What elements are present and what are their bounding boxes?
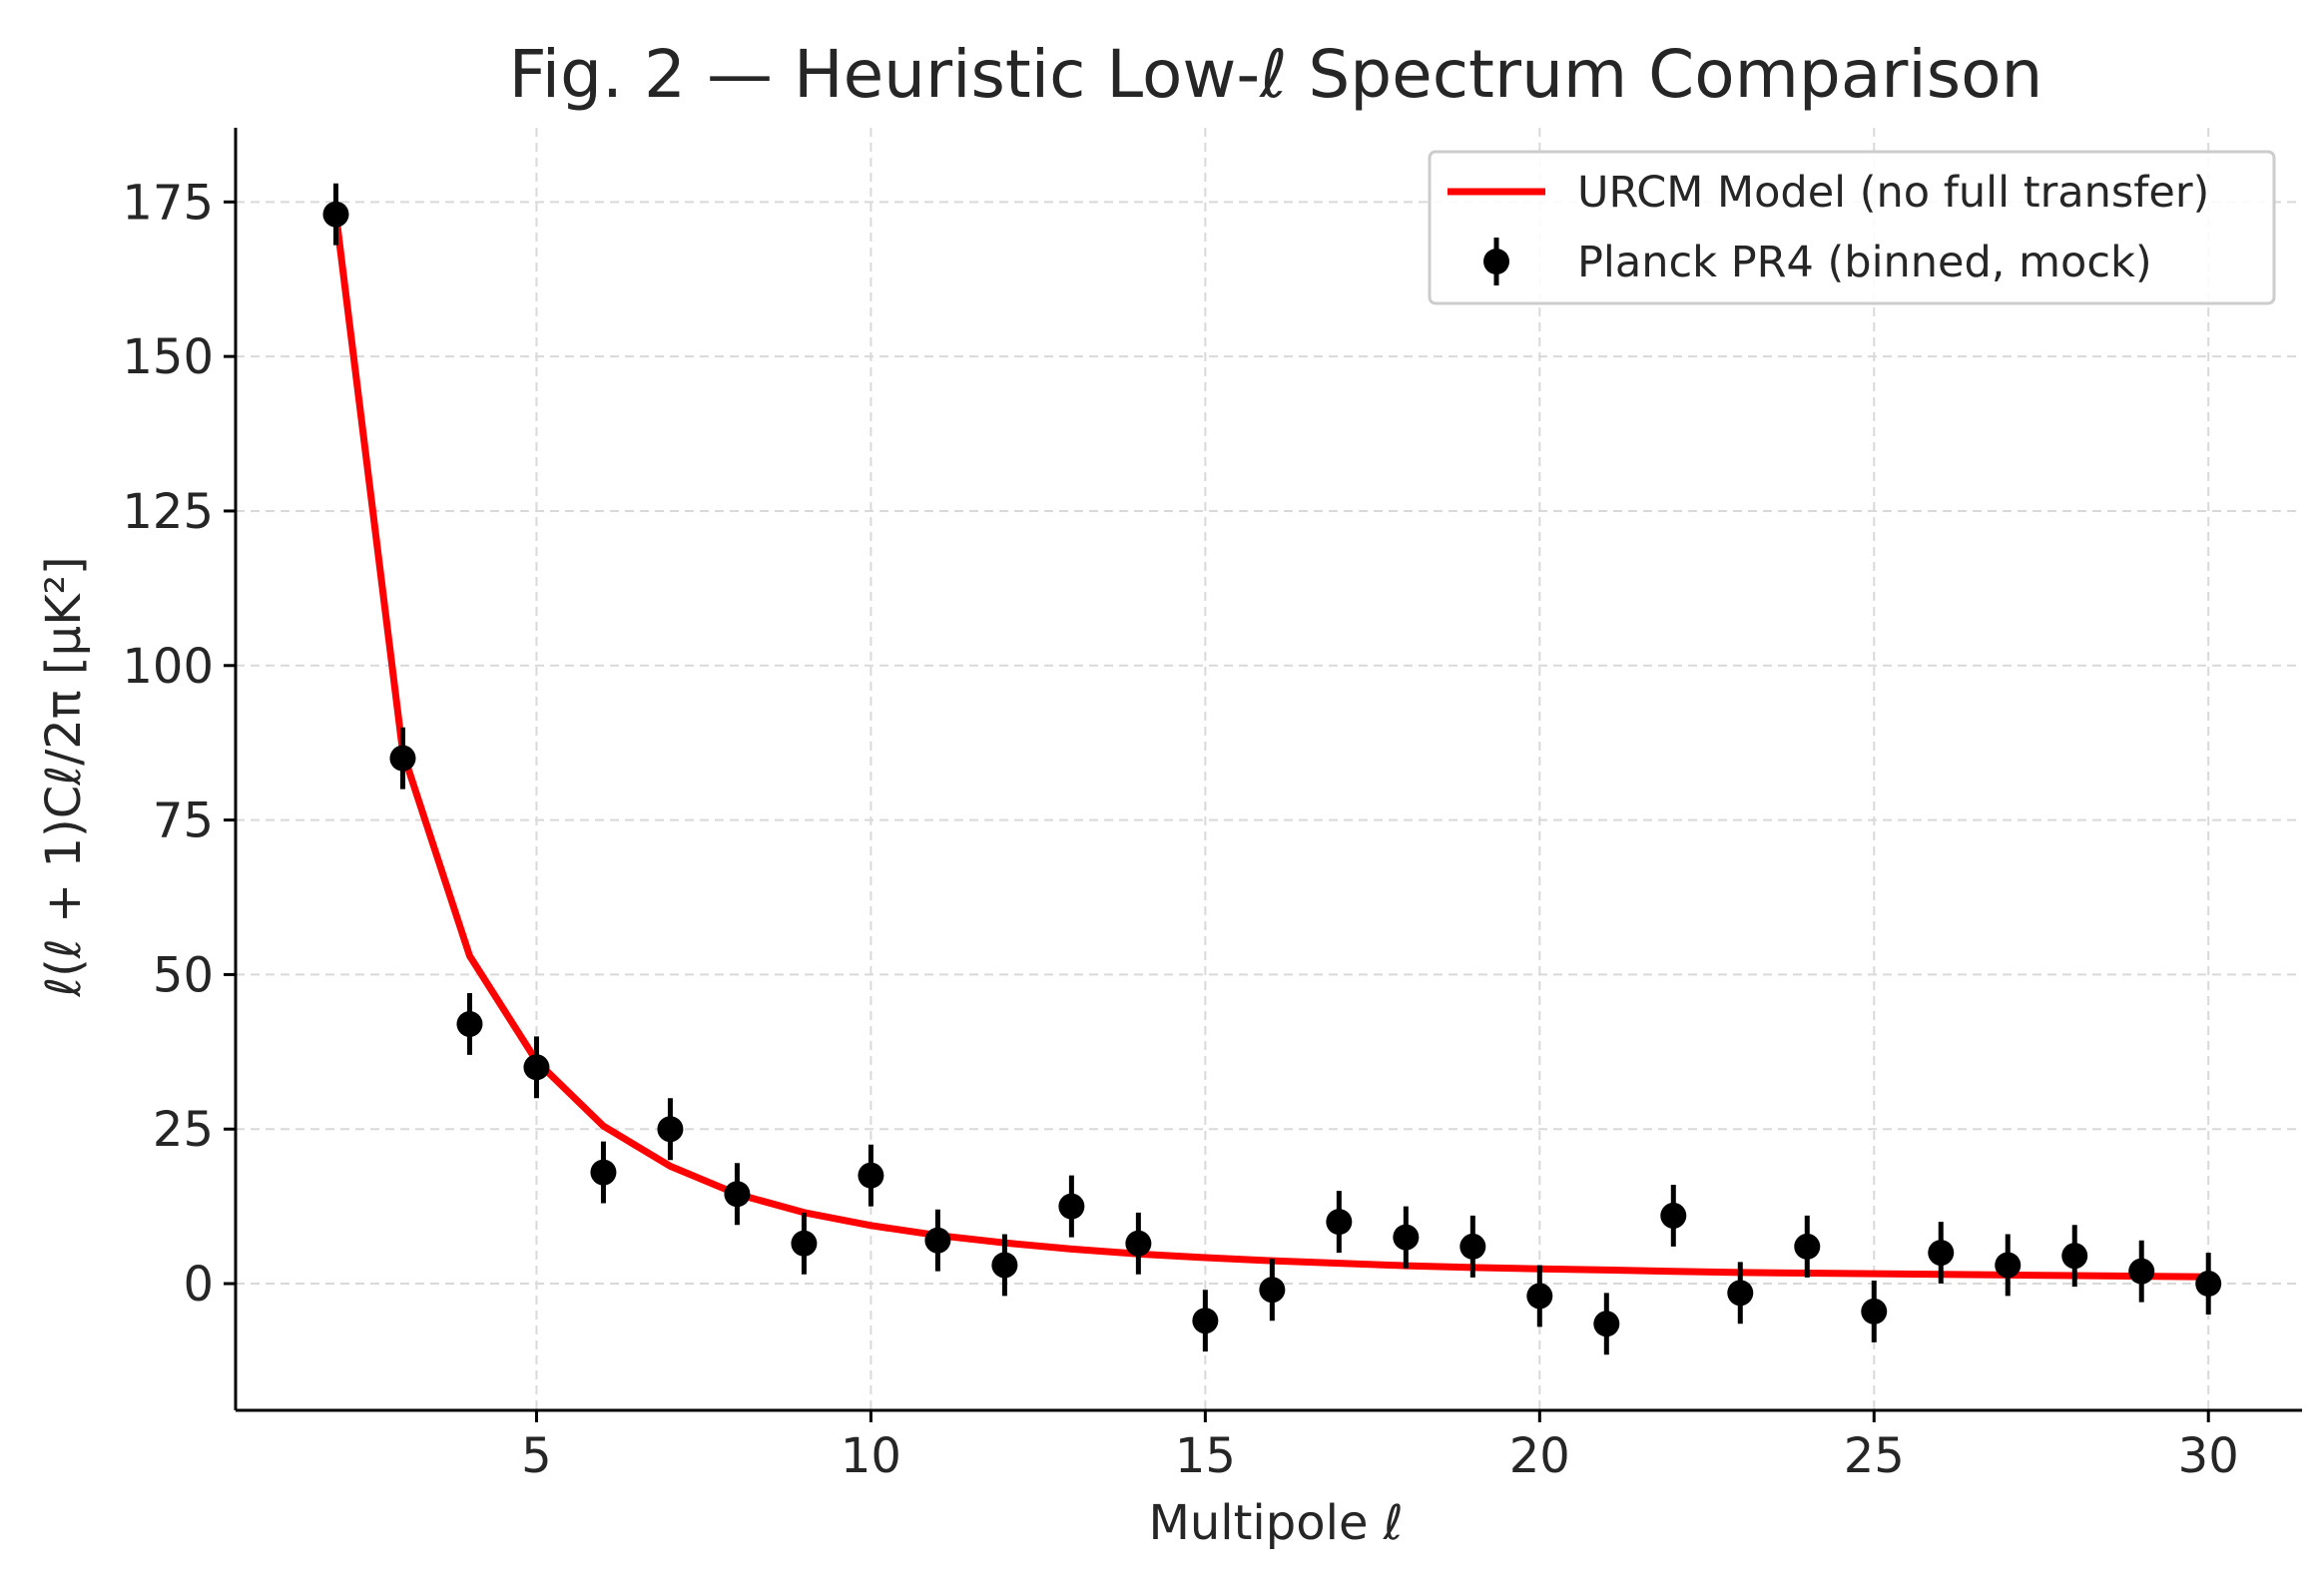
- data-point: [1995, 1252, 2022, 1279]
- x-tick-label: 5: [521, 1428, 552, 1484]
- y-tick-label: 50: [153, 947, 214, 1003]
- data-point: [1192, 1308, 1219, 1334]
- legend-label: Planck PR4 (binned, mock): [1577, 238, 2152, 287]
- x-tick-label: 15: [1175, 1428, 1236, 1484]
- x-tick-label: 20: [1509, 1428, 1570, 1484]
- data-point: [2061, 1243, 2088, 1270]
- data-point: [2128, 1258, 2155, 1285]
- data-point: [657, 1116, 684, 1143]
- data-point: [1861, 1298, 1888, 1324]
- data-point: [590, 1159, 617, 1186]
- grid: [236, 128, 2302, 1410]
- data-point: [1125, 1230, 1152, 1257]
- legend-marker-swatch: [1483, 249, 1509, 274]
- data-point: [1928, 1240, 1955, 1267]
- data-point: [1526, 1283, 1553, 1310]
- data-point: [1058, 1193, 1085, 1220]
- chart-title: Fig. 2 — Heuristic Low-ℓ Spectrum Compar…: [509, 36, 2043, 113]
- data-point: [1259, 1277, 1286, 1304]
- y-tick-label: 75: [153, 794, 214, 849]
- data-point: [322, 201, 349, 228]
- x-axis-label: Multipole ℓ: [1148, 1495, 1403, 1551]
- legend: URCM Model (no full transfer) Planck PR4 …: [1428, 150, 2276, 305]
- legend-box: [1428, 150, 2276, 305]
- y-tick-label: 150: [122, 329, 214, 385]
- legend-label: URCM Model (no full transfer): [1577, 168, 2209, 218]
- data-point: [1326, 1209, 1353, 1236]
- y-tick-label: 25: [153, 1102, 214, 1158]
- data-point: [1459, 1233, 1486, 1260]
- model-line: [332, 211, 2212, 1281]
- y-axis-label: ℓ(ℓ + 1)Cℓ/2π [μK²]: [36, 556, 92, 997]
- data-point: [1727, 1280, 1754, 1307]
- data-point: [724, 1181, 751, 1208]
- data-point: [389, 745, 416, 772]
- y-tick-label: 125: [122, 484, 214, 540]
- data-point: [1593, 1311, 1620, 1337]
- data-point: [1393, 1224, 1420, 1251]
- x-tick-label: 25: [1844, 1428, 1905, 1484]
- data-point: [991, 1252, 1018, 1279]
- data-point: [791, 1230, 818, 1257]
- x-tick-label: 30: [2178, 1428, 2239, 1484]
- data-point: [1794, 1233, 1821, 1260]
- data-point: [924, 1227, 951, 1254]
- ticks: 5 10 15 20 25 30 0 25 50 75 100 125 150 175: [122, 175, 2238, 1484]
- data-point: [858, 1162, 884, 1189]
- series: [322, 183, 2222, 1355]
- y-tick-label: 0: [183, 1257, 214, 1313]
- x-tick-label: 10: [841, 1428, 901, 1484]
- axes: [234, 128, 2302, 1412]
- y-tick-label: 175: [122, 175, 214, 231]
- data-point: [2195, 1271, 2222, 1298]
- data-point: [456, 1010, 483, 1037]
- y-tick-label: 100: [122, 639, 214, 695]
- data-point: [523, 1054, 550, 1081]
- data-point: [1660, 1202, 1687, 1229]
